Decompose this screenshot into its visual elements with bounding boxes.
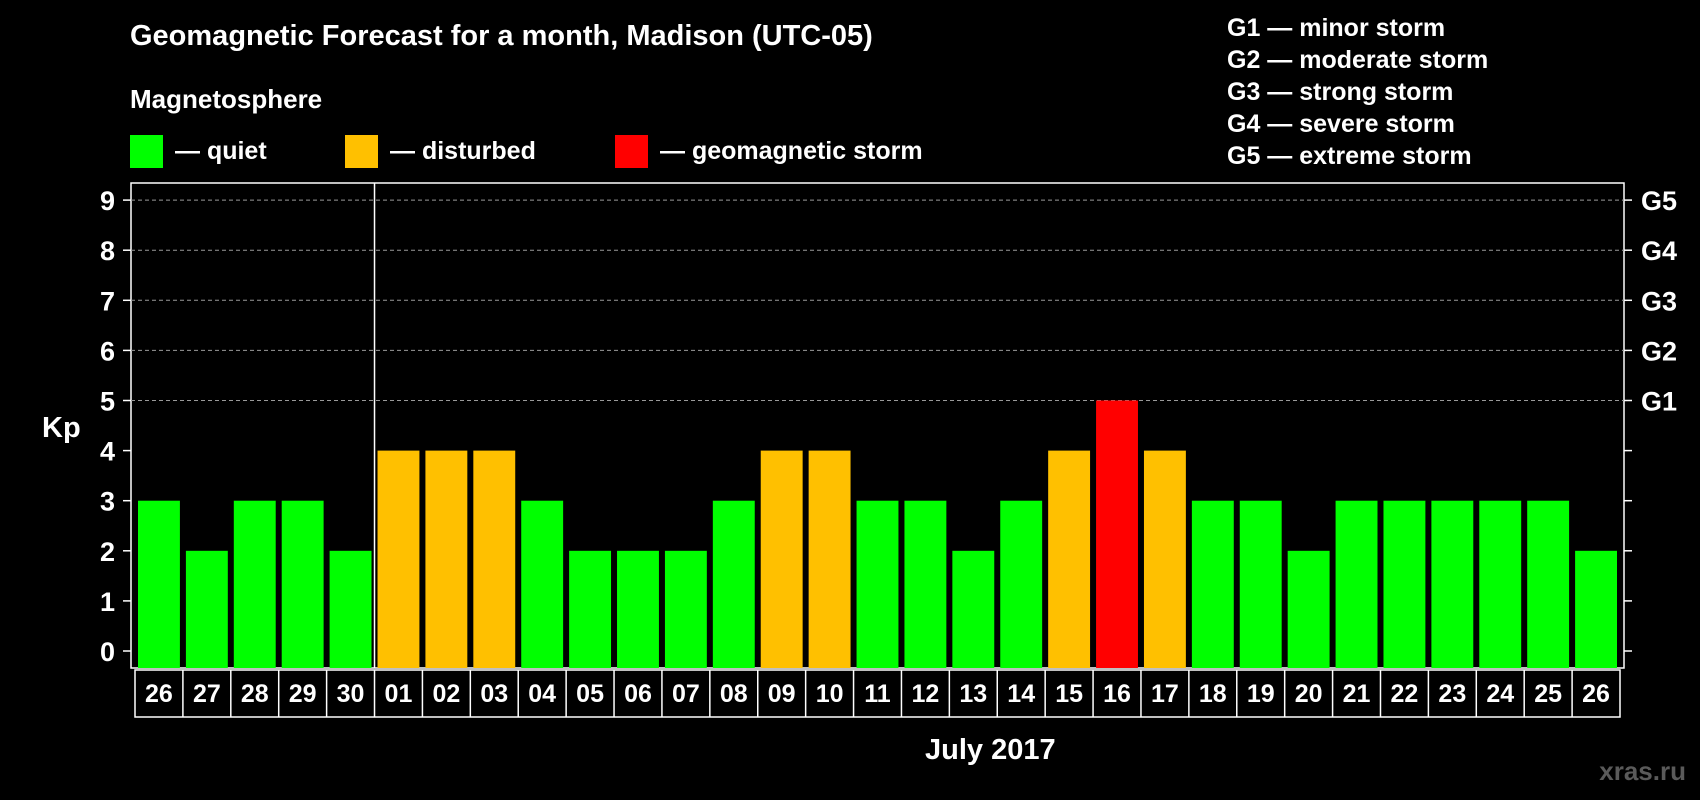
kp-bar <box>1287 550 1330 668</box>
x-tick-label: 13 <box>959 680 987 708</box>
kp-bar <box>473 450 516 668</box>
kp-bar <box>329 550 372 668</box>
kp-bar <box>856 500 899 668</box>
x-tick-label: 30 <box>337 680 365 708</box>
y-tick-label: 3 <box>100 487 115 517</box>
x-tick-label: 14 <box>1007 680 1035 708</box>
kp-bar <box>1383 500 1426 668</box>
y-tick-label: 9 <box>100 186 115 216</box>
x-tick-label: 01 <box>385 680 413 708</box>
kp-bar <box>1527 500 1570 668</box>
kp-bar <box>521 500 564 668</box>
x-tick-label: 16 <box>1103 680 1131 708</box>
kp-bar <box>233 500 276 668</box>
x-tick-label: 15 <box>1055 680 1083 708</box>
legend-swatch-quiet <box>130 134 163 168</box>
storm-scale-g2: G2 — moderate storm <box>1227 46 1489 74</box>
right-axis-label: G5 <box>1641 186 1677 216</box>
watermark: xras.ru <box>1599 756 1686 786</box>
date-label-box <box>134 669 1621 718</box>
x-tick-label: 09 <box>768 680 796 708</box>
x-tick-label: 12 <box>911 680 939 708</box>
kp-bar <box>138 500 180 668</box>
y-tick-label: 8 <box>100 236 115 266</box>
x-tick-label: 07 <box>672 680 700 708</box>
x-tick-label: 27 <box>193 680 221 708</box>
kp-bar <box>1335 500 1378 668</box>
x-tick-label: 08 <box>720 680 748 708</box>
x-tick-label: 17 <box>1151 680 1179 708</box>
kp-bar <box>664 550 707 668</box>
x-tick-label: 11 <box>864 680 891 708</box>
x-tick-label: 26 <box>1582 680 1610 708</box>
kp-bar <box>760 450 803 668</box>
kp-bar <box>1575 550 1617 668</box>
legend-item-storm: — geomagnetic storm <box>615 134 923 168</box>
x-tick-label: 22 <box>1391 680 1419 708</box>
x-axis-month-label: July 2017 <box>925 734 1056 766</box>
kp-bar <box>281 500 324 668</box>
right-axis-label: G3 <box>1641 286 1677 316</box>
x-tick-label: 03 <box>480 680 508 708</box>
x-tick-label: 28 <box>241 680 269 708</box>
kp-bar <box>1096 400 1138 668</box>
right-axis-label: G4 <box>1641 236 1677 266</box>
legend-label-storm: — geomagnetic storm <box>660 136 923 165</box>
x-tick-label: 18 <box>1199 680 1227 708</box>
right-axis-label: G2 <box>1641 336 1677 366</box>
x-tick-label: 05 <box>576 680 604 708</box>
kp-bar <box>1431 500 1474 668</box>
kp-bar <box>904 500 947 668</box>
kp-bar <box>1479 500 1522 668</box>
y-tick-label: 4 <box>100 437 115 467</box>
x-tick-label: 24 <box>1486 680 1514 708</box>
legend-swatch-disturbed <box>345 134 378 168</box>
legend-label-disturbed: — disturbed <box>390 136 536 165</box>
kp-bar <box>1239 500 1282 668</box>
x-tick-label: 23 <box>1438 680 1466 708</box>
kp-bar <box>1000 500 1043 668</box>
kp-bar <box>185 550 228 668</box>
storm-scale-g4: G4 — severe storm <box>1227 110 1455 138</box>
kp-bar <box>377 450 420 668</box>
legend-label-quiet: — quiet <box>175 136 267 165</box>
kp-bar <box>808 450 851 668</box>
y-tick-label: 6 <box>100 336 115 366</box>
kp-bar <box>617 550 659 668</box>
kp-bar <box>712 500 755 668</box>
legend-swatch-storm <box>615 134 648 168</box>
y-axis-label: Kp <box>42 412 81 444</box>
kp-bar <box>1143 450 1186 668</box>
legend-item-quiet: — quiet <box>130 134 267 168</box>
y-tick-label: 5 <box>100 387 115 417</box>
kp-bar <box>569 550 612 668</box>
y-tick-label: 7 <box>100 286 115 316</box>
kp-bar <box>952 550 995 668</box>
x-tick-label: 10 <box>816 680 844 708</box>
storm-scale-g1: G1 — minor storm <box>1227 14 1446 42</box>
x-tick-label: 20 <box>1295 680 1323 708</box>
legend-item-disturbed: — disturbed <box>345 134 536 168</box>
x-tick-label: 19 <box>1247 680 1275 708</box>
kp-bar <box>1191 500 1234 668</box>
y-tick-label: 1 <box>100 587 115 617</box>
kp-bar <box>1048 450 1091 668</box>
x-tick-label: 26 <box>145 680 173 708</box>
x-tick-label: 04 <box>528 680 556 708</box>
storm-scale-g5: G5 — extreme storm <box>1227 142 1472 170</box>
right-axis-label: G1 <box>1641 387 1677 417</box>
x-tick-label: 02 <box>432 680 460 708</box>
x-tick-label: 25 <box>1534 680 1562 708</box>
x-tick-label: 06 <box>624 680 652 708</box>
kp-bar <box>425 450 468 668</box>
y-tick-label: 2 <box>100 537 115 567</box>
y-tick-label: 0 <box>100 637 115 667</box>
storm-scale-g3: G3 — strong storm <box>1227 78 1454 106</box>
legend-heading: Magnetosphere <box>130 84 323 114</box>
storm-scale-legend: G1 — minor storm G2 — moderate storm G3 … <box>1227 12 1488 172</box>
x-tick-label: 29 <box>289 680 317 708</box>
chart-title: Geomagnetic Forecast for a month, Madiso… <box>130 20 873 52</box>
x-tick-label: 21 <box>1343 680 1371 708</box>
